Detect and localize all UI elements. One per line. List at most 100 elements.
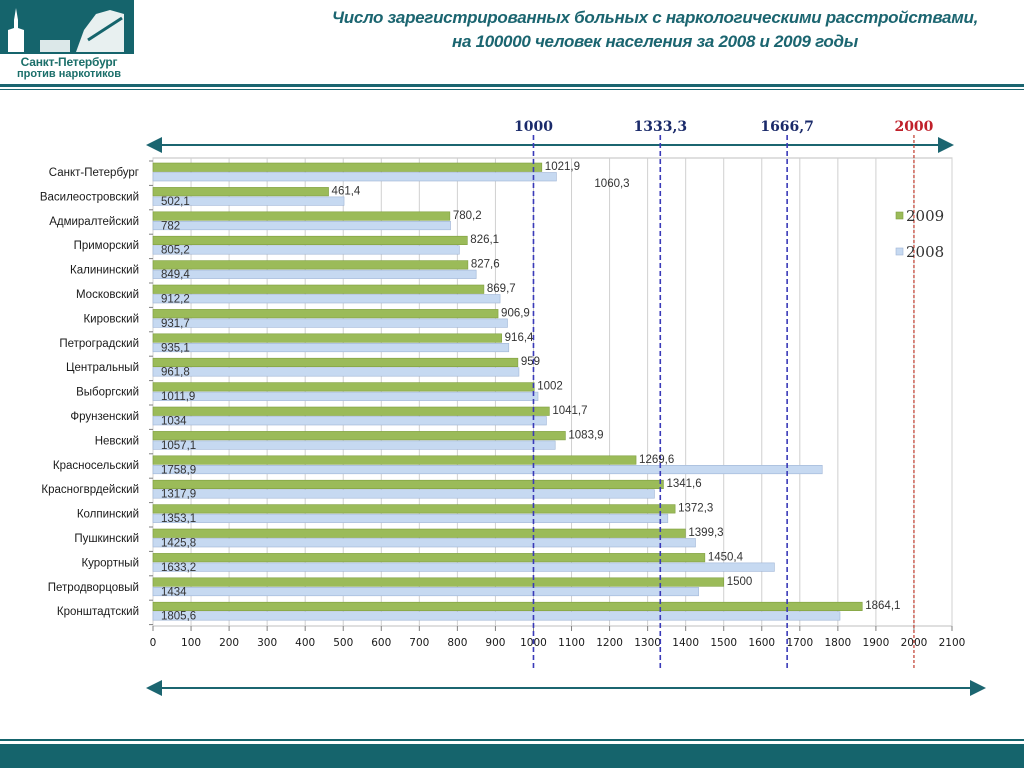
header-divider — [0, 84, 1024, 87]
value-label-2008: 961,8 — [161, 367, 190, 379]
bar-2009 — [152, 309, 499, 319]
category-label: Кронштадтский — [57, 606, 139, 618]
value-label-2008: 1758,9 — [161, 464, 196, 476]
value-label-2008: 1434 — [161, 586, 187, 598]
logo-subtitle: против наркотиков — [16, 68, 122, 80]
value-label-2008: 912,2 — [161, 294, 190, 306]
value-label-2009: 906,9 — [501, 307, 530, 319]
value-label-2009: 959 — [521, 356, 540, 368]
footer-bar — [0, 744, 1024, 768]
bar-2009 — [152, 211, 451, 221]
bar-2009 — [152, 431, 566, 441]
page-title-line2: на 100000 человек населения за 2008 и 20… — [452, 32, 858, 51]
bar-2009 — [152, 162, 543, 172]
category-label: Курортный — [81, 557, 139, 569]
x-tick-label: 1300 — [634, 637, 661, 649]
bar-2008 — [152, 489, 655, 499]
category-label: Петродворцовый — [48, 582, 139, 594]
bar-2008 — [152, 416, 547, 426]
bar-2009 — [152, 455, 637, 465]
value-label-2008: 805,2 — [161, 245, 190, 257]
category-label: Пушкинский — [74, 533, 139, 545]
bar-2008 — [152, 440, 556, 450]
category-label: Кировский — [83, 313, 139, 325]
bar-2008 — [152, 611, 841, 621]
value-label-2008: 1633,2 — [161, 562, 196, 574]
value-label-2008: 1057,1 — [161, 440, 196, 452]
category-label: Невский — [95, 435, 139, 447]
x-tick-label: 2100 — [939, 637, 966, 649]
bar-2008 — [152, 318, 508, 328]
value-label-2008: 1034 — [161, 416, 187, 428]
logo: Санкт-Петербург против наркотиков — [0, 0, 138, 86]
bar-2008 — [152, 562, 775, 572]
x-tick-label: 700 — [409, 637, 429, 649]
bar-2008 — [152, 269, 477, 279]
value-label-2009: 1083,9 — [568, 429, 603, 441]
value-label-2008: 1060,3 — [594, 178, 629, 190]
bar-2008 — [152, 391, 539, 401]
bar-2009 — [152, 260, 469, 270]
value-label-2009: 1021,9 — [545, 161, 580, 173]
x-tick-label: 900 — [485, 637, 505, 649]
value-label-2008: 1805,6 — [161, 611, 196, 623]
bar-2009 — [152, 479, 664, 490]
bar-2009 — [152, 528, 686, 538]
value-label-2009: 1372,3 — [678, 503, 713, 515]
value-label-2009: 827,6 — [471, 259, 500, 271]
footer-divider — [0, 739, 1024, 741]
value-label-2009: 1269,6 — [639, 454, 674, 466]
category-label: Красносельский — [53, 460, 139, 472]
bar-2008 — [152, 538, 696, 548]
bar-2008 — [152, 342, 510, 353]
bar-2009 — [152, 357, 519, 368]
bar-2009 — [152, 504, 676, 514]
value-label-2009: 1450,4 — [708, 551, 744, 563]
value-label-2009: 1864,1 — [865, 600, 900, 612]
value-label-2008: 931,7 — [161, 318, 190, 330]
value-label-2009: 1041,7 — [552, 405, 587, 417]
x-tick-label: 500 — [333, 637, 353, 649]
category-label: Центральный — [66, 362, 139, 374]
category-label: Василеостровский — [40, 191, 139, 203]
bar-chart: 0 100 200 300 400 500 600 700 800 900 1000 1100 1200… — [40, 119, 986, 696]
value-label-2009: 826,1 — [470, 234, 499, 246]
bar-2008 — [152, 221, 451, 231]
bar-2009 — [152, 187, 329, 197]
value-label-2008: 1011,9 — [161, 391, 195, 403]
x-tick-label: 1700 — [786, 637, 813, 649]
x-tick-label: 1900 — [863, 637, 890, 649]
x-tick-label: 1400 — [672, 637, 699, 649]
x-tick-label: 0 — [150, 637, 157, 649]
value-label-2008: 502,1 — [161, 196, 190, 208]
legend-swatch-2009 — [895, 211, 904, 220]
bar-2008 — [152, 172, 557, 182]
category-label: Санкт-Петербург — [49, 167, 139, 179]
bar-2009 — [152, 235, 468, 245]
category-label: Выборгский — [76, 387, 139, 399]
bar-2009 — [152, 577, 725, 587]
bar-2009 — [152, 601, 863, 612]
x-tick-label: 1600 — [748, 637, 775, 649]
reference-label: 2000 — [894, 119, 933, 135]
bar-2009 — [152, 382, 535, 392]
value-label-2009: 780,2 — [453, 210, 482, 222]
x-tick-label: 1500 — [710, 637, 737, 649]
value-label-2009: 869,7 — [487, 283, 516, 295]
bar-2008 — [152, 245, 460, 255]
value-label-2008: 1317,9 — [161, 489, 196, 501]
x-tick-label: 200 — [219, 637, 239, 649]
category-label: Московский — [76, 289, 139, 301]
reference-label: 1666,7 — [760, 119, 814, 135]
bar-2008 — [152, 367, 520, 377]
bar-2009 — [152, 406, 550, 416]
value-label-2009: 916,4 — [505, 332, 534, 344]
x-tick-label: 400 — [295, 637, 315, 649]
category-label: Калининский — [70, 265, 139, 277]
x-tick-label: 300 — [257, 637, 277, 649]
bar-2009 — [152, 553, 706, 563]
page-title-line1: Число зарегистрированных больных с нарко… — [332, 8, 978, 27]
value-label-2008: 1425,8 — [161, 538, 196, 550]
bar-2009 — [152, 284, 485, 294]
category-label: Петроградский — [59, 338, 139, 350]
